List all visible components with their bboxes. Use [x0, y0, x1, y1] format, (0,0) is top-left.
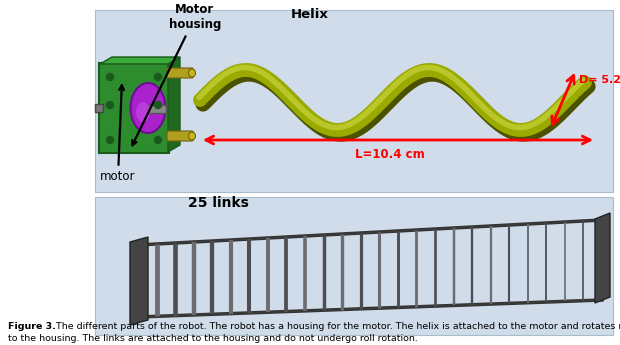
- Polygon shape: [130, 237, 148, 325]
- Polygon shape: [595, 213, 610, 303]
- Ellipse shape: [136, 102, 150, 122]
- Text: motor: motor: [100, 85, 136, 184]
- Text: Helix: Helix: [291, 9, 329, 21]
- Circle shape: [154, 73, 161, 80]
- Circle shape: [154, 137, 161, 144]
- FancyBboxPatch shape: [95, 197, 613, 335]
- Text: 25 links: 25 links: [188, 196, 249, 210]
- Circle shape: [107, 137, 113, 144]
- Text: Motor
housing: Motor housing: [132, 3, 221, 145]
- Polygon shape: [100, 57, 180, 64]
- FancyBboxPatch shape: [95, 104, 103, 112]
- FancyBboxPatch shape: [95, 10, 613, 192]
- FancyBboxPatch shape: [167, 68, 193, 78]
- Ellipse shape: [188, 69, 195, 77]
- Circle shape: [107, 73, 113, 80]
- Circle shape: [107, 101, 113, 108]
- Text: D= 5.2cm: D= 5.2cm: [579, 75, 620, 85]
- Text: The different parts of the robot. The robot has a housing for the motor. The hel: The different parts of the robot. The ro…: [53, 322, 620, 331]
- Text: L=10.4 cm: L=10.4 cm: [355, 148, 425, 161]
- Ellipse shape: [130, 83, 166, 133]
- Text: to the housing. The links are attached to the housing and do not undergo roll ro: to the housing. The links are attached t…: [8, 334, 418, 343]
- FancyBboxPatch shape: [99, 63, 169, 153]
- Text: Figure 3.: Figure 3.: [8, 322, 56, 331]
- FancyBboxPatch shape: [167, 131, 193, 141]
- Circle shape: [154, 101, 161, 108]
- Polygon shape: [168, 57, 180, 152]
- Ellipse shape: [188, 132, 195, 140]
- FancyBboxPatch shape: [148, 105, 166, 113]
